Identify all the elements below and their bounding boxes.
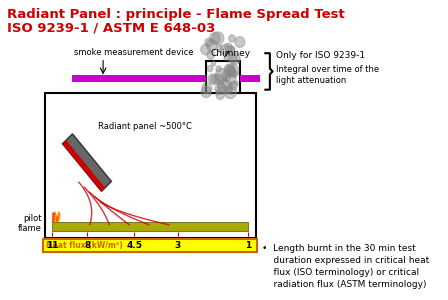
Circle shape [224,86,228,92]
Circle shape [235,37,245,47]
Text: Integral over time of the
light attenuation: Integral over time of the light attenuat… [276,65,379,85]
Circle shape [229,35,235,42]
Text: 1: 1 [245,242,251,250]
Text: ISO 9239-1 / ASTM E 648-03: ISO 9239-1 / ASTM E 648-03 [7,22,215,35]
Circle shape [216,66,221,72]
Circle shape [205,38,213,46]
Circle shape [227,46,234,54]
Circle shape [227,66,236,76]
Text: Radiant Panel : principle - Flame Spread Test: Radiant Panel : principle - Flame Spread… [7,8,345,21]
Bar [52,222,248,231]
Circle shape [224,56,228,60]
Circle shape [207,65,213,72]
Circle shape [222,71,231,81]
Polygon shape [53,213,55,222]
Circle shape [234,81,238,85]
Circle shape [230,47,235,52]
Circle shape [228,54,237,64]
Text: Radiant panel ~500°C: Radiant panel ~500°C [98,122,192,131]
Text: smoke measurement device: smoke measurement device [73,48,193,57]
Circle shape [211,74,220,85]
Circle shape [201,86,211,98]
Circle shape [231,70,237,77]
Text: 3: 3 [175,242,181,250]
Bar [43,239,257,252]
Circle shape [215,86,220,91]
Circle shape [220,81,233,94]
Polygon shape [54,212,56,222]
Circle shape [201,44,211,55]
Circle shape [207,51,215,59]
Text: Chimney: Chimney [211,49,250,58]
Circle shape [230,53,240,65]
Circle shape [208,74,217,84]
Polygon shape [56,215,58,222]
Circle shape [211,61,215,66]
Text: Heat flux (kW/m²): Heat flux (kW/m²) [46,242,122,250]
Polygon shape [62,134,112,191]
Bar [45,93,255,238]
Circle shape [202,83,212,94]
Circle shape [210,32,220,44]
Circle shape [225,72,236,85]
Circle shape [217,45,222,51]
Circle shape [216,91,224,99]
Text: 8: 8 [84,242,90,250]
Bar [240,75,260,82]
Circle shape [225,64,233,74]
Circle shape [212,32,224,45]
Text: 4.5: 4.5 [126,242,142,250]
Text: 11: 11 [46,242,58,250]
Text: Only for ISO 9239-1: Only for ISO 9239-1 [276,51,365,60]
Circle shape [229,81,237,90]
Circle shape [215,68,228,81]
Circle shape [218,83,226,92]
Circle shape [224,43,232,51]
Circle shape [224,77,227,81]
Circle shape [224,65,235,77]
Polygon shape [58,212,60,222]
Circle shape [217,80,224,88]
Circle shape [228,67,234,74]
Circle shape [227,86,233,92]
Circle shape [216,90,220,95]
Polygon shape [57,217,59,222]
Circle shape [228,64,239,77]
Circle shape [214,74,224,84]
Circle shape [207,40,217,51]
Circle shape [224,85,237,99]
Polygon shape [62,140,105,191]
Text: •  Length burnt in the 30 min test
    duration expressed in critical heat
    f: • Length burnt in the 30 min test durati… [262,244,429,289]
Bar [206,61,240,93]
Text: pilot
flame: pilot flame [18,214,42,233]
Circle shape [220,44,230,55]
Bar [72,75,206,82]
